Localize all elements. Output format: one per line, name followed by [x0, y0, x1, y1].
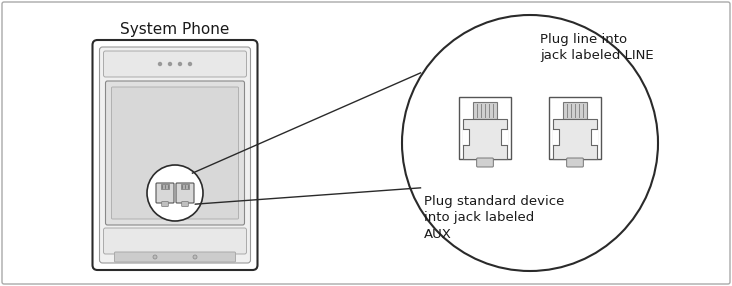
FancyBboxPatch shape [477, 158, 493, 167]
FancyBboxPatch shape [103, 51, 247, 77]
Bar [463, 129, 469, 145]
Bar [591, 129, 597, 145]
Text: System Phone: System Phone [120, 22, 230, 37]
Circle shape [179, 63, 182, 65]
Circle shape [402, 15, 658, 271]
Circle shape [153, 255, 157, 259]
Bar [553, 119, 597, 159]
Circle shape [159, 63, 162, 65]
Text: Plug standard device
into jack labeled
AUX: Plug standard device into jack labeled A… [424, 195, 564, 241]
FancyBboxPatch shape [162, 202, 168, 206]
Bar [474, 102, 496, 119]
Bar [564, 102, 586, 119]
Bar [181, 184, 189, 188]
FancyBboxPatch shape [100, 47, 250, 263]
Circle shape [168, 63, 171, 65]
FancyBboxPatch shape [156, 183, 174, 203]
Circle shape [147, 165, 203, 221]
Circle shape [189, 63, 192, 65]
Bar [501, 129, 507, 145]
FancyBboxPatch shape [182, 202, 188, 206]
Bar [553, 129, 559, 145]
Text: Plug line into
jack labeled LINE: Plug line into jack labeled LINE [540, 33, 654, 63]
Bar [549, 97, 601, 159]
FancyBboxPatch shape [103, 228, 247, 254]
FancyBboxPatch shape [176, 183, 194, 203]
FancyBboxPatch shape [114, 252, 236, 262]
Bar [459, 97, 511, 159]
Circle shape [193, 255, 197, 259]
FancyBboxPatch shape [111, 87, 239, 219]
FancyBboxPatch shape [105, 81, 244, 225]
Bar [463, 119, 507, 159]
FancyBboxPatch shape [92, 40, 258, 270]
Bar [161, 184, 169, 188]
FancyBboxPatch shape [567, 158, 583, 167]
